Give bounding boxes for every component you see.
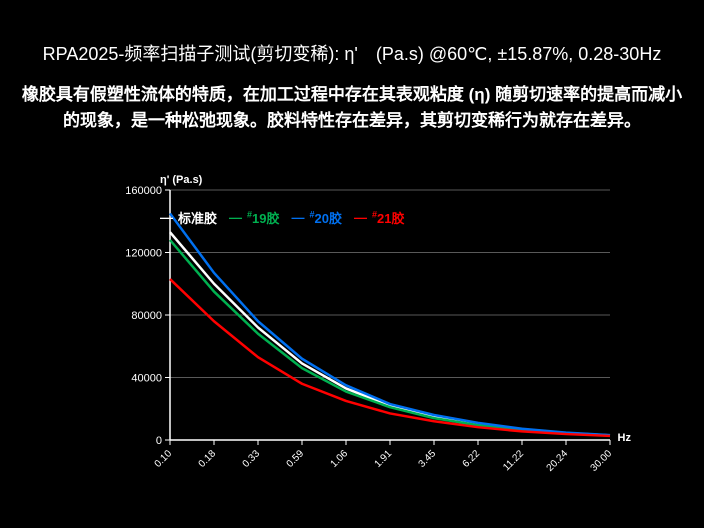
svg-text:80000: 80000: [131, 310, 162, 322]
svg-text:0.33: 0.33: [241, 448, 263, 470]
page-title: RPA2025-频率扫描子测试(剪切变稀): η' (Pa.s) @60℃, ±…: [0, 40, 704, 66]
legend-line-icon: —: [229, 210, 242, 225]
svg-text:6.22: 6.22: [461, 448, 483, 470]
svg-text:11.22: 11.22: [501, 448, 526, 473]
svg-text:0.59: 0.59: [285, 448, 307, 470]
legend-label: #21胶: [372, 208, 404, 227]
svg-text:3.45: 3.45: [417, 448, 439, 470]
svg-text:1.06: 1.06: [329, 448, 351, 470]
legend-item: — #19胶: [229, 208, 279, 227]
svg-text:30.00: 30.00: [589, 448, 615, 474]
svg-text:160000: 160000: [125, 185, 162, 197]
legend-line-icon: —: [292, 210, 305, 225]
legend-item: — #20胶: [292, 208, 342, 227]
chart-xlabel-unit: Hz: [618, 432, 631, 444]
svg-text:20.24: 20.24: [545, 448, 571, 474]
legend-label: 标准胶: [178, 208, 217, 227]
svg-text:40000: 40000: [131, 373, 162, 385]
legend-item: — #21胶: [354, 208, 404, 227]
svg-text:0.18: 0.18: [197, 448, 219, 470]
legend-label: #20胶: [310, 208, 342, 227]
svg-text:1.91: 1.91: [373, 448, 395, 470]
legend-line-icon: —: [354, 210, 367, 225]
legend-label: #19胶: [247, 208, 279, 227]
chart-legend: — 标准胶 — #19胶 — #20胶 — #21胶: [160, 208, 404, 227]
svg-text:0.10: 0.10: [153, 448, 175, 470]
legend-line-icon: —: [160, 210, 173, 225]
page-subtitle: 橡胶具有假塑性流体的特质，在加工过程中存在其表观粘度 (η) 随剪切速率的提高而…: [0, 82, 704, 135]
svg-text:0: 0: [156, 435, 162, 447]
legend-item: — 标准胶: [160, 208, 217, 227]
svg-text:120000: 120000: [125, 248, 162, 260]
chart-ylabel: η' (Pa.s): [160, 174, 202, 186]
